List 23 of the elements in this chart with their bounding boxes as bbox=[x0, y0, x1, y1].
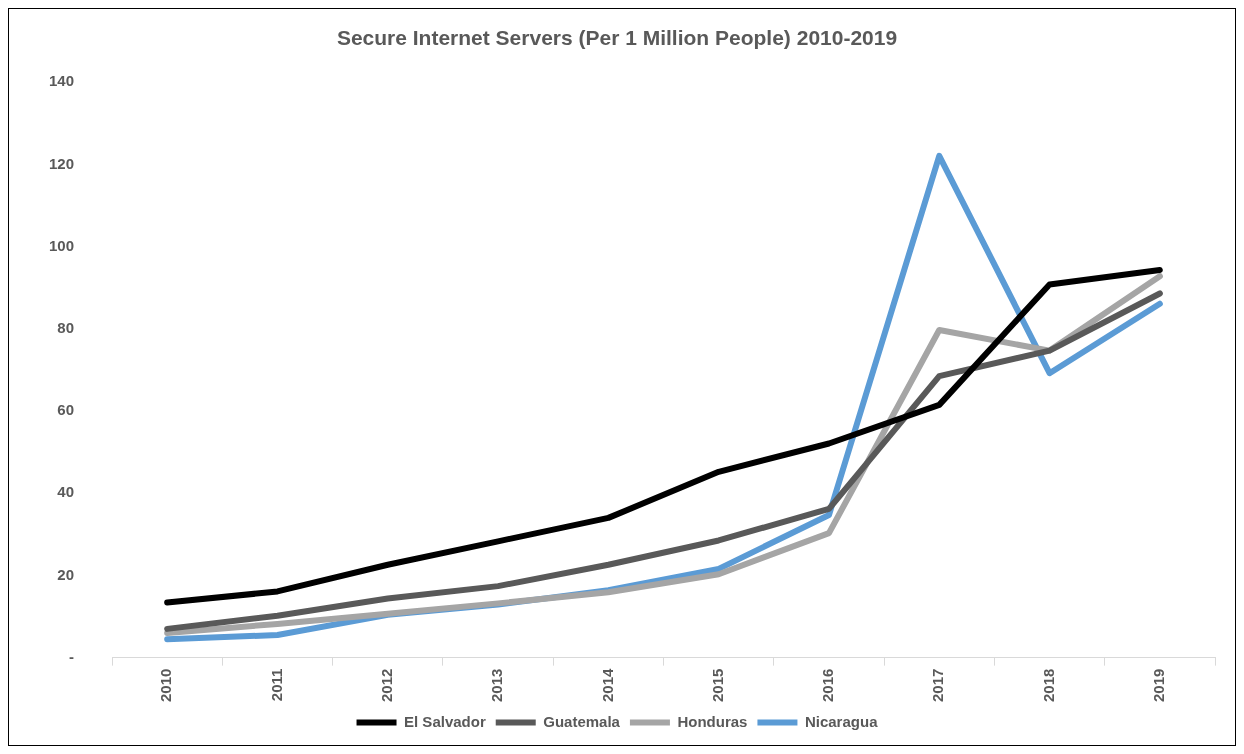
x-tick-label: 2014 bbox=[598, 667, 616, 703]
legend-label: Honduras bbox=[677, 712, 748, 730]
chart-title: Secure Internet Servers (Per 1 Million People) 2010-2019 bbox=[336, 26, 898, 50]
x-tick-label: 2012 bbox=[377, 668, 395, 703]
y-tick-label: 120 bbox=[49, 154, 75, 172]
y-tick-label: 100 bbox=[49, 236, 75, 254]
y-tick-label: 60 bbox=[57, 401, 75, 419]
y-tick-label: 40 bbox=[57, 483, 75, 501]
legend-label: Nicaragua bbox=[804, 712, 879, 730]
x-tick-label: 2019 bbox=[1149, 668, 1167, 703]
x-tick-label: 2016 bbox=[819, 668, 837, 703]
x-tick-label: 2010 bbox=[157, 668, 175, 703]
x-tick-label: 2018 bbox=[1039, 668, 1057, 703]
x-tick-label: 2013 bbox=[488, 668, 506, 703]
y-tick-label: - bbox=[69, 647, 75, 665]
y-tick-label: 20 bbox=[57, 565, 75, 583]
x-tick-label: 2017 bbox=[929, 668, 947, 703]
legend-label: Guatemala bbox=[543, 712, 621, 730]
legend-label: El Salvador bbox=[404, 712, 486, 730]
x-tick-label: 2011 bbox=[267, 668, 285, 702]
y-tick-label: 140 bbox=[49, 72, 75, 90]
x-tick-label: 2015 bbox=[708, 668, 726, 703]
y-tick-label: 80 bbox=[57, 318, 75, 336]
